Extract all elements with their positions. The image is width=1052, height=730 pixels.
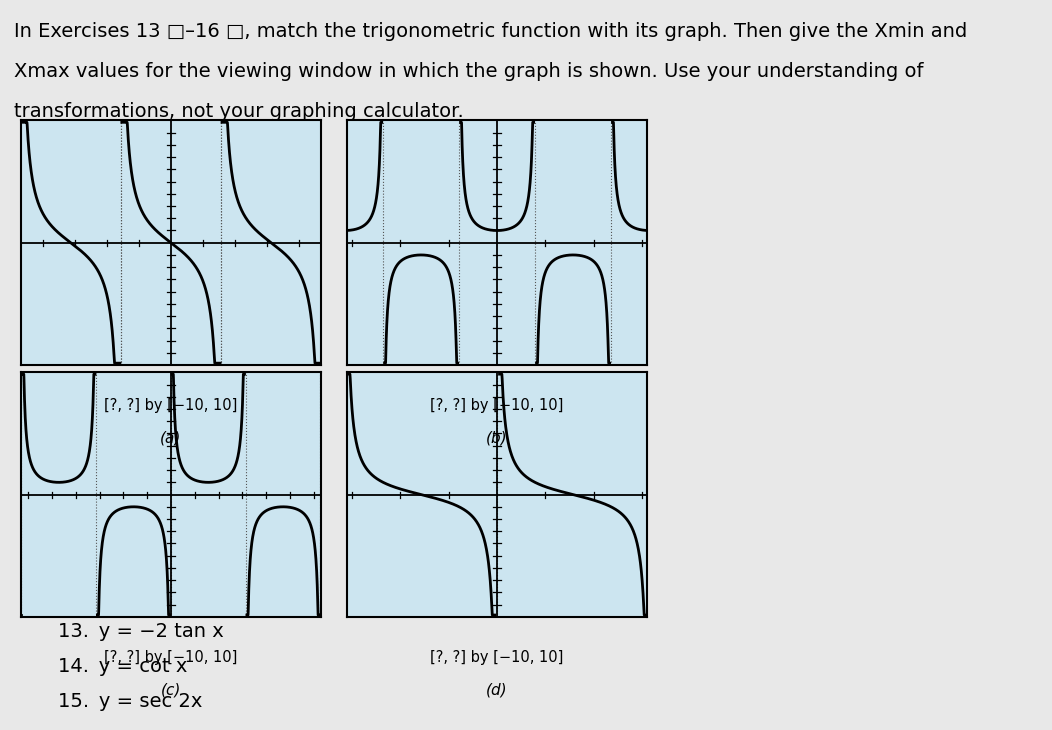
Text: (a): (a) xyxy=(160,431,182,446)
Text: (c): (c) xyxy=(161,683,181,698)
Text: Xmax values for the viewing window in which the graph is shown. Use your underst: Xmax values for the viewing window in wh… xyxy=(14,62,924,81)
Text: [?, ?] by [−10, 10]: [?, ?] by [−10, 10] xyxy=(430,650,564,665)
Text: (b): (b) xyxy=(486,431,508,446)
Text: In Exercises 13 □–16 □, match the trigonometric function with its graph. Then gi: In Exercises 13 □–16 □, match the trigon… xyxy=(14,22,967,41)
Text: 14. y = cot x: 14. y = cot x xyxy=(58,657,187,676)
Text: (d): (d) xyxy=(486,683,508,698)
Text: 15. y = sec 2x: 15. y = sec 2x xyxy=(58,692,202,711)
Text: [?, ?] by [−10, 10]: [?, ?] by [−10, 10] xyxy=(104,398,238,413)
Text: 13. y = −2 tan x: 13. y = −2 tan x xyxy=(58,622,224,641)
Text: [?, ?] by [−10, 10]: [?, ?] by [−10, 10] xyxy=(430,398,564,413)
Text: transformations, not your graphing calculator.: transformations, not your graphing calcu… xyxy=(14,102,464,121)
Text: [?, ?] by [−10, 10]: [?, ?] by [−10, 10] xyxy=(104,650,238,665)
